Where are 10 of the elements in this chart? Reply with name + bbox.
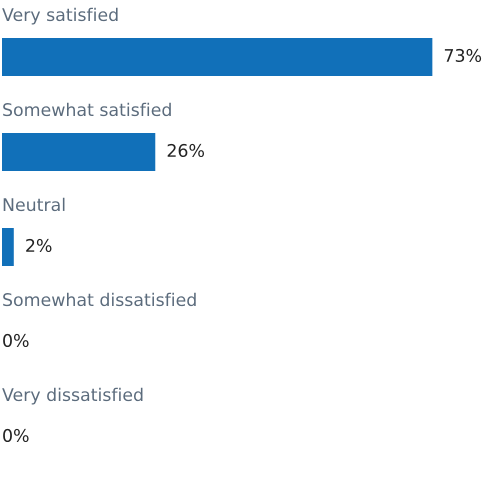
data-label: 73% bbox=[444, 48, 482, 62]
y-tick-label: Neutral bbox=[4, 198, 64, 212]
y-tick-label: Somewhat satisfied bbox=[3, 102, 171, 116]
data-label: 26% bbox=[168, 144, 204, 158]
y-tick-label: Very dissatisfied bbox=[2, 388, 142, 405]
data-label: 0% bbox=[3, 428, 29, 442]
data-label: 0% bbox=[3, 334, 29, 348]
data-label: 2% bbox=[26, 238, 52, 252]
y-tick-label: Somewhat dissatisfied bbox=[3, 292, 196, 306]
y-tick-label: Very satisfied bbox=[2, 8, 118, 25]
